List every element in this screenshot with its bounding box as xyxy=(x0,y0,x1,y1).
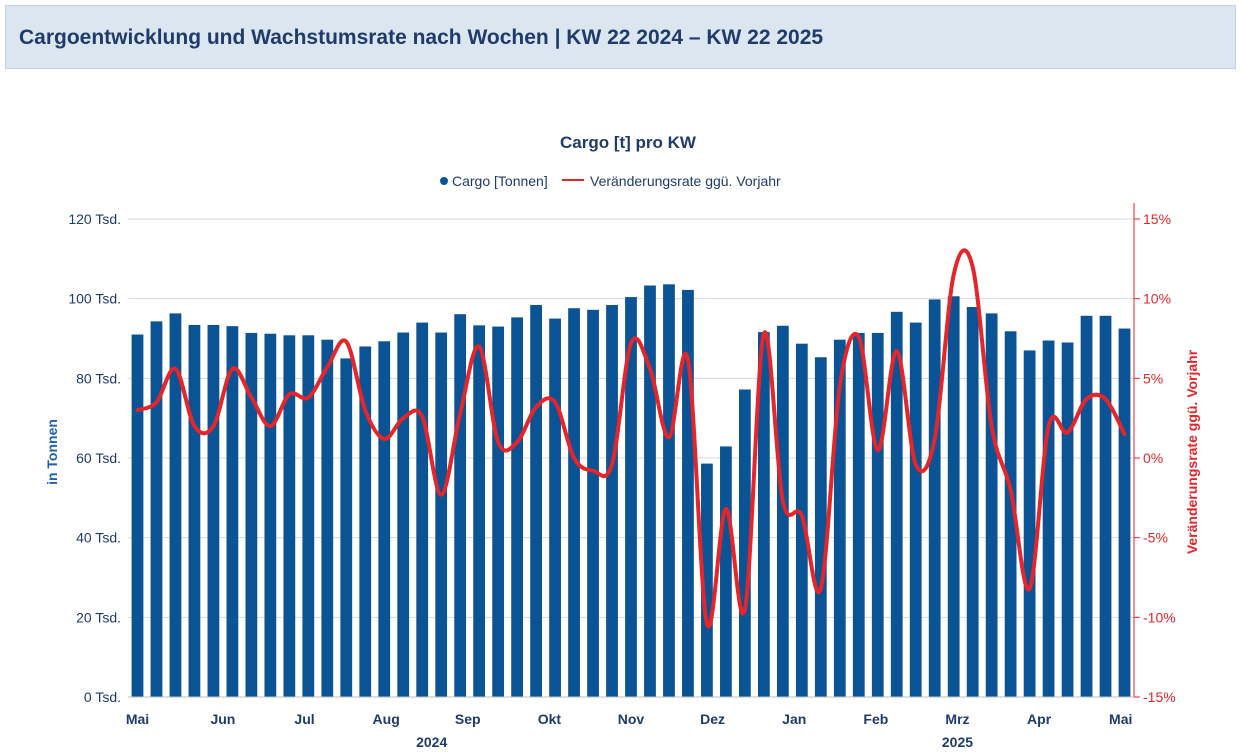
y2-tick-label: 15% xyxy=(1143,211,1171,227)
page-title: Cargoentwicklung und Wachstumsrate nach … xyxy=(19,26,824,49)
bar-KW45 xyxy=(568,308,580,697)
x-tick-label: Mai xyxy=(1109,711,1132,727)
bar-KW03 xyxy=(757,332,770,697)
bar-KW38 xyxy=(435,332,448,697)
legend-bar-marker xyxy=(440,177,448,185)
title-bar: Cargoentwicklung und Wachstumsrate nach … xyxy=(5,5,1236,69)
x-tick-label: Nov xyxy=(618,711,645,727)
bar-KW02 xyxy=(739,389,751,697)
bar-KW46 xyxy=(587,309,599,697)
bar-KW09 xyxy=(871,332,884,697)
x-tick-label: Okt xyxy=(538,711,562,727)
bar-KW44 xyxy=(549,318,561,697)
bar-KW27 xyxy=(226,326,239,697)
chart-title: Cargo [t] pro KW xyxy=(560,133,697,152)
x-tick-label: Jan xyxy=(782,711,806,727)
bar-KW19 xyxy=(1061,342,1074,697)
bar-KW52 xyxy=(701,463,713,697)
y-tick-label: 20 Tsd. xyxy=(76,609,121,625)
y2-tick-label: 10% xyxy=(1143,291,1171,307)
x-tick-label: Jul xyxy=(294,711,314,727)
year-label: 2024 xyxy=(416,734,447,750)
y2-tick-label: -5% xyxy=(1143,530,1168,546)
bar-KW16 xyxy=(1004,331,1017,697)
bar-KW26 xyxy=(207,324,220,697)
y2-tick-label: -15% xyxy=(1143,689,1176,705)
bar-KW33 xyxy=(340,358,353,697)
bar-KW08 xyxy=(852,332,865,697)
bar-KW21 xyxy=(1099,315,1112,697)
bar-KW42 xyxy=(511,317,523,697)
y-tick-label: 0 Tsd. xyxy=(84,689,121,705)
bar-KW31 xyxy=(302,335,315,697)
x-tick-label: Apr xyxy=(1027,711,1052,727)
bar-KW12 xyxy=(928,299,941,697)
y2-tick-label: 0% xyxy=(1143,450,1163,466)
bar-KW48 xyxy=(625,297,637,697)
y-tick-label: 100 Tsd. xyxy=(68,291,121,307)
bar-KW22 xyxy=(131,334,144,697)
x-tick-label: Aug xyxy=(373,711,400,727)
bar-KW47 xyxy=(606,305,618,697)
x-tick-label: Sep xyxy=(455,711,481,727)
bar-KW32 xyxy=(321,339,334,697)
y2-axis-title: Veränderungsrate ggü. Vorjahr xyxy=(1184,349,1200,554)
bar-KW13 xyxy=(947,296,960,697)
y-tick-label: 120 Tsd. xyxy=(68,211,121,227)
bar-KW34 xyxy=(359,346,372,697)
bar-KW25 xyxy=(188,324,201,697)
bar-KW15 xyxy=(985,313,998,697)
x-tick-label: Dez xyxy=(700,711,725,727)
x-tick-label: Jun xyxy=(210,711,235,727)
bar-KW24 xyxy=(169,313,182,697)
bar-KW39 xyxy=(454,314,467,697)
bar-KW14 xyxy=(966,307,979,697)
bar-KW28 xyxy=(245,332,258,697)
legend: Cargo [Tonnen] Veränderungsrate ggü. Vor… xyxy=(440,173,781,189)
bar-KW04 xyxy=(776,325,789,697)
y-tick-label: 60 Tsd. xyxy=(76,450,121,466)
bar-KW18 xyxy=(1042,340,1055,697)
bar-KW07 xyxy=(833,339,846,697)
bar-KW36 xyxy=(397,332,410,697)
bar-KW30 xyxy=(283,335,296,697)
rate-line xyxy=(135,248,1127,629)
y2-tick-label: 5% xyxy=(1143,370,1163,386)
y-axis-title: in Tonnen xyxy=(44,419,60,485)
year-label: 2025 xyxy=(942,734,973,750)
x-tick-label: Mrz xyxy=(945,711,969,727)
x-tick-label: Feb xyxy=(863,711,888,727)
bar-KW49 xyxy=(644,285,656,697)
bar-KW29 xyxy=(264,333,277,697)
y-tick-label: 40 Tsd. xyxy=(76,530,121,546)
y2-tick-label: -10% xyxy=(1143,609,1176,625)
bar-KW17 xyxy=(1023,350,1036,697)
bar-KW23 xyxy=(150,321,163,697)
bar-KW41 xyxy=(492,326,505,697)
bar-KW50 xyxy=(663,284,675,697)
bar-KW01 xyxy=(720,446,732,697)
bar-KW35 xyxy=(378,341,391,697)
y-tick-label: 80 Tsd. xyxy=(76,370,121,386)
line-series xyxy=(135,248,1127,629)
bar-KW51 xyxy=(682,289,694,697)
bar-KW20 xyxy=(1080,315,1093,697)
bar-series xyxy=(131,284,1131,697)
bar-KW40 xyxy=(473,325,486,697)
bar-KW06 xyxy=(814,357,827,697)
legend-line-label: Veränderungsrate ggü. Vorjahr xyxy=(590,173,781,189)
bar-KW11 xyxy=(909,322,922,697)
bar-KW37 xyxy=(416,322,429,697)
legend-bar-label: Cargo [Tonnen] xyxy=(452,173,548,189)
bar-KW22 xyxy=(1118,328,1131,697)
bar-KW43 xyxy=(530,305,542,697)
x-tick-label: Mai xyxy=(126,711,149,727)
axes: 0 Tsd. 20 Tsd. 40 Tsd. 60 Tsd. 80 Tsd. 100 Ts… xyxy=(68,203,1176,750)
bar-KW10 xyxy=(890,311,903,697)
